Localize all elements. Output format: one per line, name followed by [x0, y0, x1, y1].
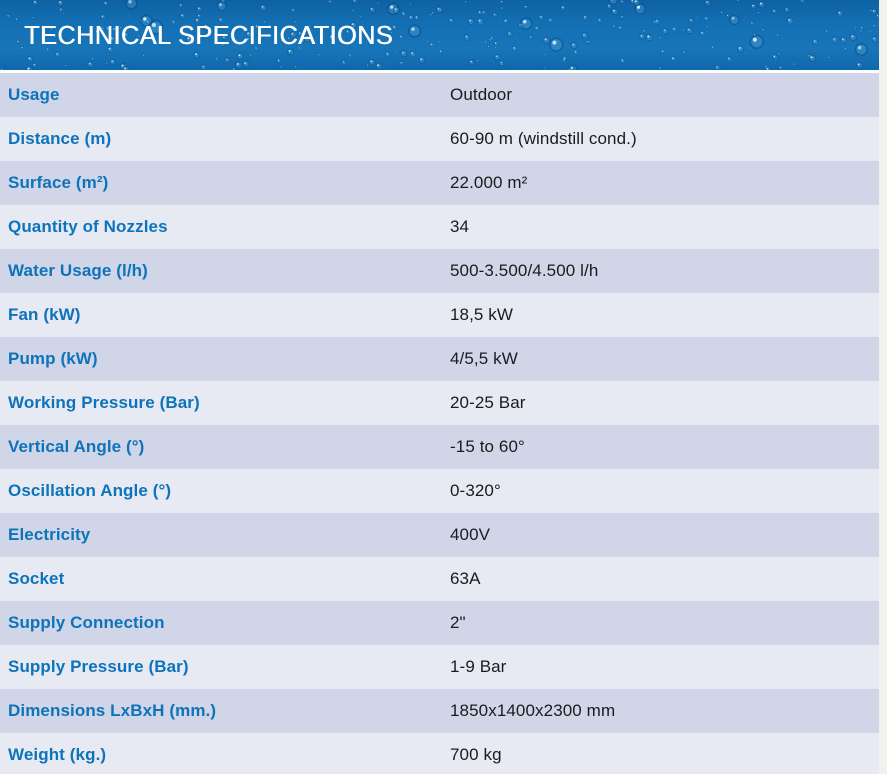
- spec-row: Water Usage (l/h) 500-3.500/4.500 l/h: [0, 249, 879, 293]
- spec-row: Usage Outdoor: [0, 73, 879, 117]
- spec-value: 2": [450, 613, 466, 632]
- page-background-strip: [879, 0, 887, 774]
- header-banner: TECHNICAL SPECIFICATIONS: [0, 0, 879, 70]
- spec-label: Weight (kg.): [8, 745, 107, 764]
- spec-row: Fan (kW) 18,5 kW: [0, 293, 879, 337]
- spec-value: 22.000 m²: [450, 173, 528, 192]
- spec-value: 63A: [450, 569, 481, 588]
- spec-label: Dimensions LxBxH (mm.): [8, 701, 217, 720]
- spec-value: -15 to 60°: [450, 437, 525, 456]
- spec-value: 20-25 Bar: [450, 393, 526, 412]
- spec-value: 1-9 Bar: [450, 657, 507, 676]
- specs-table: Usage Outdoor Distance (m) 60-90 m (wind…: [0, 73, 879, 774]
- spec-row: Vertical Angle (°) -15 to 60°: [0, 425, 879, 469]
- spec-value: 700 kg: [450, 745, 502, 764]
- spec-row: Supply Connection 2": [0, 601, 879, 645]
- spec-row: Dimensions LxBxH (mm.) 1850x1400x2300 mm: [0, 689, 879, 733]
- spec-label: Fan (kW): [8, 305, 81, 324]
- spec-label: Vertical Angle (°): [8, 437, 145, 456]
- spec-label: Socket: [8, 569, 65, 588]
- spec-label: Supply Connection: [8, 613, 165, 632]
- spec-value: 34: [450, 217, 470, 236]
- spec-label: Working Pressure (Bar): [8, 393, 200, 412]
- spec-row: Oscillation Angle (°) 0-320°: [0, 469, 879, 513]
- spec-value: 60-90 m (windstill cond.): [450, 129, 637, 148]
- spec-value: 18,5 kW: [450, 305, 514, 324]
- spec-row: Pump (kW) 4/5,5 kW: [0, 337, 879, 381]
- spec-label: Quantity of Nozzles: [8, 217, 168, 236]
- spec-value: 0-320°: [450, 481, 501, 500]
- spec-label: Distance (m): [8, 129, 112, 148]
- spec-value: 4/5,5 kW: [450, 349, 518, 368]
- spec-label: Supply Pressure (Bar): [8, 657, 189, 676]
- spec-row: Distance (m) 60-90 m (windstill cond.): [0, 117, 879, 161]
- spec-label: Electricity: [8, 525, 91, 544]
- spec-value: Outdoor: [450, 85, 513, 104]
- water-droplets-texture: [0, 0, 879, 70]
- spec-label: Usage: [8, 85, 60, 104]
- spec-label: Surface (m²): [8, 173, 109, 192]
- spec-row: Working Pressure (Bar) 20-25 Bar: [0, 381, 879, 425]
- spec-label: Oscillation Angle (°): [8, 481, 172, 500]
- spec-row: Socket 63A: [0, 557, 879, 601]
- spec-label: Pump (kW): [8, 349, 98, 368]
- page-title: TECHNICAL SPECIFICATIONS: [24, 20, 393, 50]
- spec-value: 1850x1400x2300 mm: [450, 701, 616, 720]
- spec-value: 500-3.500/4.500 l/h: [450, 261, 599, 280]
- spec-row: Electricity 400V: [0, 513, 879, 557]
- spec-row: Weight (kg.) 700 kg: [0, 733, 879, 774]
- spec-value: 400V: [450, 525, 491, 544]
- spec-row: Surface (m²) 22.000 m²: [0, 161, 879, 205]
- spec-row: Quantity of Nozzles 34: [0, 205, 879, 249]
- spec-label: Water Usage (l/h): [8, 261, 148, 280]
- spec-row: Supply Pressure (Bar) 1-9 Bar: [0, 645, 879, 689]
